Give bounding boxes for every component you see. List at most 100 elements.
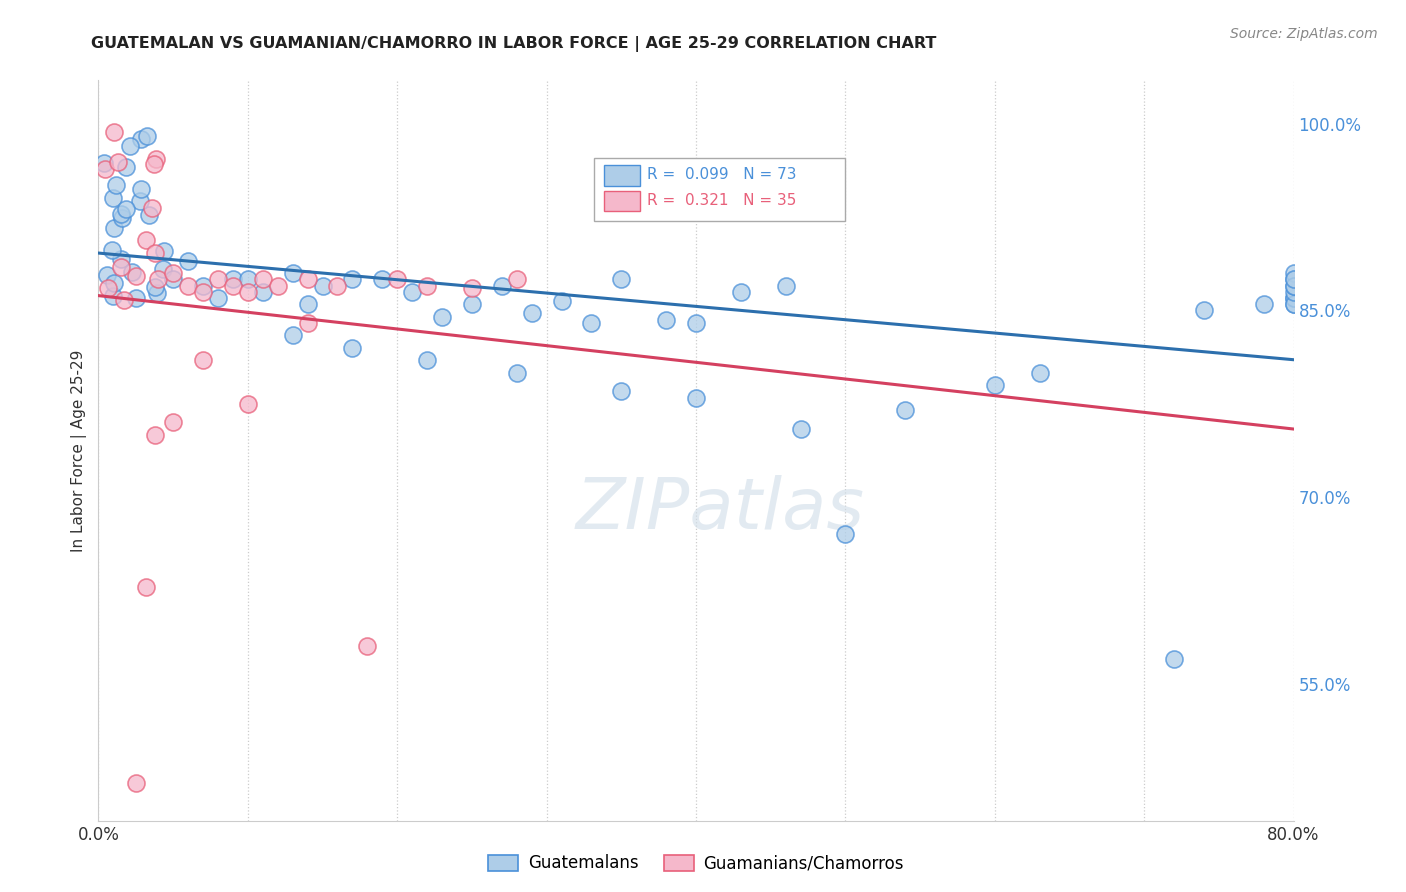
Point (191, 353, 214, 368)
Point (252, 272, 274, 286)
Point (142, 157, 165, 171)
Point (177, 253, 200, 268)
Point (1282, 278, 1305, 293)
Point (894, 403, 917, 417)
Point (461, 281, 484, 295)
Point (136, 129, 159, 144)
Point (1282, 291, 1305, 305)
Point (581, 316, 603, 330)
Legend: Guatemalans, Guamanians/Chamorros: Guatemalans, Guamanians/Chamorros (481, 847, 911, 879)
Point (162, 272, 184, 286)
Point (177, 278, 200, 293)
Point (125, 269, 148, 284)
Point (110, 260, 132, 274)
Point (461, 297, 484, 311)
Point (297, 297, 319, 311)
Point (281, 328, 304, 343)
Point (129, 182, 152, 196)
Point (148, 272, 170, 286)
Point (416, 353, 439, 368)
Point (267, 278, 290, 293)
Point (236, 272, 259, 286)
Point (101, 289, 124, 303)
Point (1253, 297, 1275, 311)
Point (1282, 272, 1305, 286)
Point (146, 285, 169, 300)
Point (371, 272, 394, 286)
Text: R =  0.099   N = 73: R = 0.099 N = 73 (647, 167, 796, 182)
Point (115, 202, 138, 216)
Point (125, 291, 148, 305)
Point (610, 384, 633, 399)
Point (94, 161, 117, 176)
Text: R =  0.321   N = 35: R = 0.321 N = 35 (647, 193, 796, 208)
Point (111, 211, 134, 225)
Point (1163, 652, 1185, 666)
Point (207, 272, 229, 286)
Point (110, 207, 132, 221)
Point (207, 291, 229, 305)
Point (138, 208, 160, 222)
Point (115, 161, 138, 175)
Point (191, 285, 214, 299)
Point (100, 243, 122, 257)
Point (834, 527, 856, 541)
Point (152, 262, 174, 277)
Point (121, 265, 143, 279)
Bar (605, 165, 640, 186)
Point (342, 341, 364, 355)
Point (110, 252, 132, 267)
Point (1282, 297, 1305, 311)
Point (118, 139, 141, 153)
Point (162, 416, 184, 430)
Point (135, 233, 157, 247)
Point (236, 285, 259, 299)
Point (356, 640, 378, 654)
Point (162, 266, 184, 280)
Point (1282, 291, 1305, 305)
Point (342, 272, 364, 286)
Point (107, 154, 129, 169)
Point (1282, 266, 1305, 280)
Point (610, 272, 633, 286)
Point (730, 285, 752, 299)
Point (281, 266, 304, 280)
Point (129, 132, 152, 146)
Point (491, 278, 513, 293)
Point (96, 268, 118, 282)
Text: Source: ZipAtlas.com: Source: ZipAtlas.com (1230, 27, 1378, 41)
Point (297, 316, 319, 330)
Point (143, 245, 166, 260)
FancyBboxPatch shape (595, 158, 845, 221)
Point (236, 397, 259, 411)
Point (222, 272, 245, 286)
Point (103, 276, 125, 290)
Point (97, 281, 120, 295)
Point (101, 191, 124, 205)
Point (520, 306, 543, 320)
Point (430, 310, 453, 324)
Point (311, 278, 333, 293)
Point (685, 391, 707, 405)
Point (252, 285, 274, 299)
Point (112, 293, 135, 307)
Point (191, 278, 214, 293)
Point (401, 285, 423, 299)
Point (141, 201, 163, 215)
Point (143, 428, 166, 442)
Point (222, 278, 245, 293)
Point (1282, 297, 1305, 311)
Point (135, 580, 157, 594)
Point (103, 220, 125, 235)
Point (105, 178, 128, 192)
Point (103, 125, 125, 139)
Text: GUATEMALAN VS GUAMANIAN/CHAMORRO IN LABOR FORCE | AGE 25-29 CORRELATION CHART: GUATEMALAN VS GUAMANIAN/CHAMORRO IN LABO… (91, 36, 936, 52)
Point (143, 280, 166, 294)
Point (506, 366, 529, 380)
Point (506, 272, 529, 286)
Bar (605, 191, 640, 211)
Point (416, 278, 439, 293)
Point (1282, 272, 1305, 286)
Point (125, 776, 148, 790)
Point (152, 244, 174, 259)
